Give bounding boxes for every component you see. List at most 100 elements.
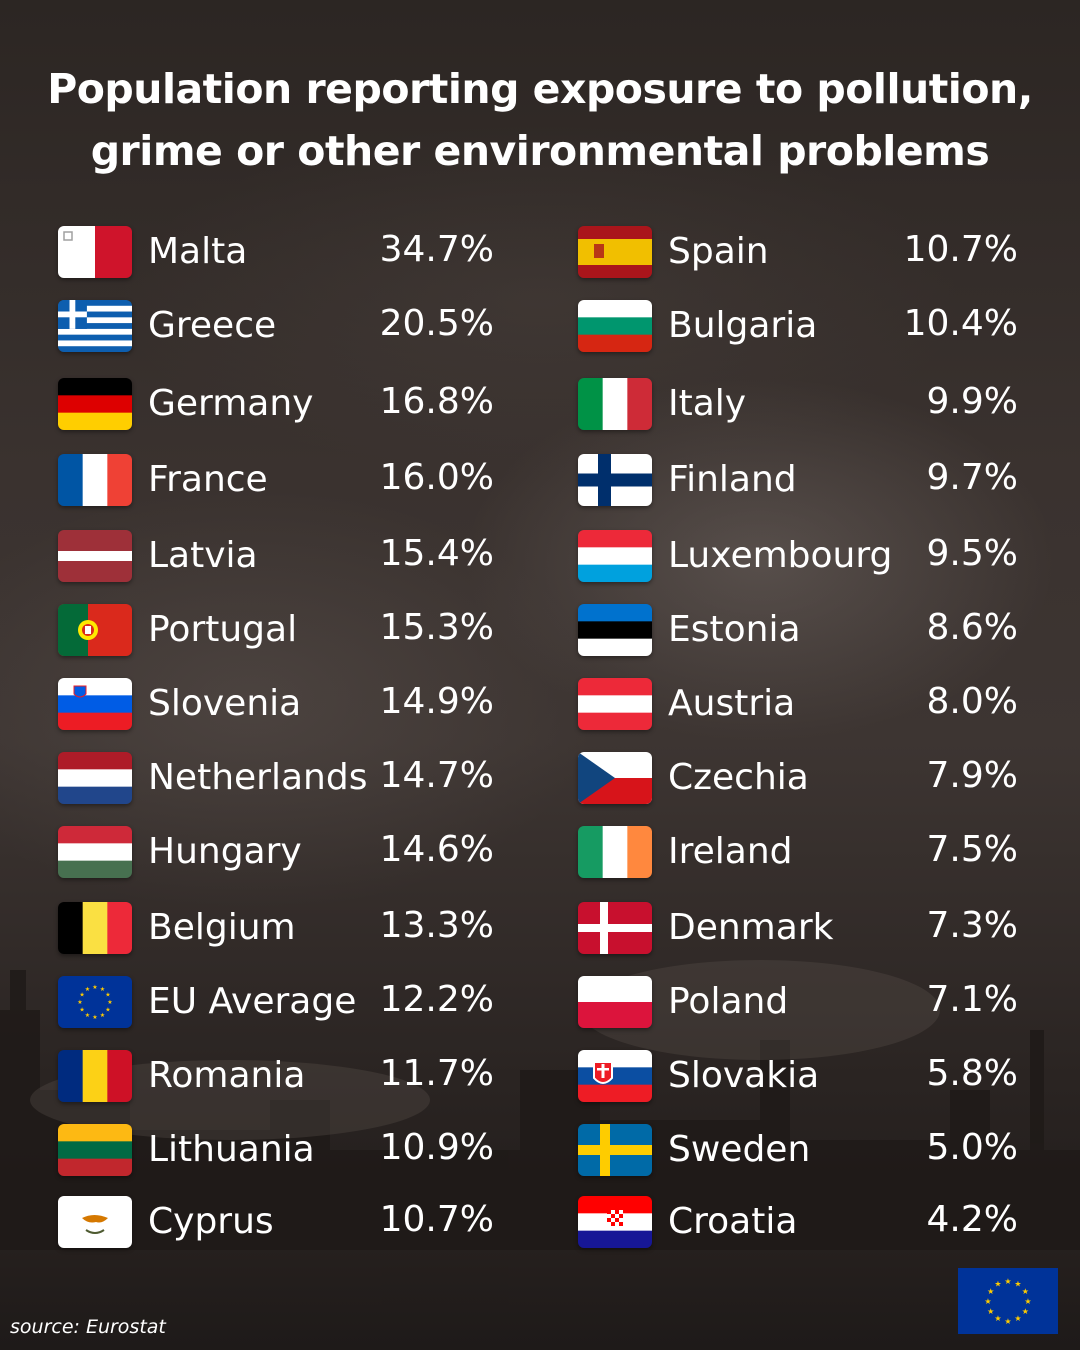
- country-label: Ireland: [668, 831, 793, 872]
- country-label: Estonia: [668, 609, 801, 650]
- country-label: France: [148, 459, 268, 500]
- svg-text:★: ★: [1022, 1287, 1029, 1296]
- eu-flag-icon: ★ ★ ★ ★ ★ ★ ★ ★ ★ ★ ★ ★: [958, 1268, 1058, 1334]
- country-label: Lithuania: [148, 1129, 315, 1170]
- data-row-czechia: Czechia 7.9%: [578, 748, 1048, 808]
- data-row-germany: Germany 16.8%: [58, 374, 528, 434]
- bulgaria-flag-icon: [578, 300, 652, 352]
- data-row-italy: Italy 9.9%: [578, 374, 1048, 434]
- value-label: 10.7%: [903, 229, 1018, 270]
- country-label: Finland: [668, 459, 797, 500]
- ireland-flag-icon: [578, 826, 652, 878]
- data-row-lithuania: Lithuania 10.9%: [58, 1120, 528, 1180]
- data-row-austria: Austria 8.0%: [578, 674, 1048, 734]
- value-label: 9.5%: [926, 533, 1018, 574]
- slovenia-flag-icon: [58, 678, 132, 730]
- svg-text:★: ★: [92, 1014, 97, 1021]
- finland-flag-icon: [578, 454, 652, 506]
- value-label: 14.9%: [379, 681, 494, 722]
- svg-text:★: ★: [994, 1279, 1001, 1288]
- value-label: 7.1%: [926, 979, 1018, 1020]
- data-row-portugal: Portugal 15.3%: [58, 600, 528, 660]
- data-row-latvia: Latvia 15.4%: [58, 526, 528, 586]
- cyprus-flag-icon: [58, 1196, 132, 1248]
- france-flag-icon: [58, 454, 132, 506]
- data-row-greece: Greece 20.5%: [58, 296, 528, 356]
- country-label: Belgium: [148, 907, 296, 948]
- greece-flag-icon: [58, 300, 132, 352]
- svg-text:★: ★: [79, 1007, 84, 1014]
- data-row-romania: Romania 11.7%: [58, 1046, 528, 1106]
- data-row-malta: Malta 34.7%: [58, 222, 528, 282]
- netherlands-flag-icon: [58, 752, 132, 804]
- value-label: 16.8%: [379, 381, 494, 422]
- svg-text:★: ★: [987, 1307, 994, 1316]
- portugal-flag-icon: [58, 604, 132, 656]
- svg-text:★: ★: [85, 986, 90, 993]
- country-label: EU Average: [148, 981, 357, 1022]
- data-row-slovakia: Slovakia 5.8%: [578, 1046, 1048, 1106]
- data-row-belgium: Belgium 13.3%: [58, 898, 528, 958]
- svg-text:★: ★: [105, 1007, 110, 1014]
- country-label: Netherlands: [148, 757, 368, 798]
- denmark-flag-icon: [578, 902, 652, 954]
- data-row-netherlands: Netherlands 14.7%: [58, 748, 528, 808]
- value-label: 15.4%: [379, 533, 494, 574]
- value-label: 9.9%: [926, 381, 1018, 422]
- country-label: Germany: [148, 383, 314, 424]
- value-label: 34.7%: [379, 229, 494, 270]
- country-label: Hungary: [148, 831, 302, 872]
- country-label: Slovakia: [668, 1055, 820, 1096]
- country-label: Romania: [148, 1055, 306, 1096]
- country-label: Malta: [148, 231, 248, 272]
- value-label: 15.3%: [379, 607, 494, 648]
- latvia-flag-icon: [58, 530, 132, 582]
- country-label: Austria: [668, 683, 796, 724]
- data-row-finland: Finland 9.7%: [578, 450, 1048, 510]
- svg-text:★: ★: [984, 1297, 991, 1306]
- data-row-slovenia: Slovenia 14.9%: [58, 674, 528, 734]
- data-row-denmark: Denmark 7.3%: [578, 898, 1048, 958]
- waterfront: [0, 1250, 1080, 1350]
- value-label: 14.6%: [379, 829, 494, 870]
- country-label: Cyprus: [148, 1201, 274, 1242]
- data-row-sweden: Sweden 5.0%: [578, 1120, 1048, 1180]
- data-row-cyprus: Cyprus 10.7%: [58, 1192, 528, 1252]
- spain-flag-icon: [578, 226, 652, 278]
- value-label: 13.3%: [379, 905, 494, 946]
- data-row-france: France 16.0%: [58, 450, 528, 510]
- country-label: Bulgaria: [668, 305, 818, 346]
- svg-text:★: ★: [1004, 1317, 1011, 1326]
- value-label: 7.9%: [926, 755, 1018, 796]
- value-label: 8.0%: [926, 681, 1018, 722]
- data-row-bulgaria: Bulgaria 10.4%: [578, 296, 1048, 356]
- value-label: 11.7%: [379, 1053, 494, 1094]
- svg-text:★: ★: [1022, 1307, 1029, 1316]
- svg-text:★: ★: [1024, 1297, 1031, 1306]
- country-label: Portugal: [148, 609, 298, 650]
- luxembourg-flag-icon: [578, 530, 652, 582]
- data-row-ireland: Ireland 7.5%: [578, 822, 1048, 882]
- value-label: 5.0%: [926, 1127, 1018, 1168]
- value-label: 7.5%: [926, 829, 1018, 870]
- country-label: Slovenia: [148, 683, 302, 724]
- croatia-flag-icon: [578, 1196, 652, 1248]
- malta-flag-icon: [58, 226, 132, 278]
- data-row-spain: Spain 10.7%: [578, 222, 1048, 282]
- svg-text:★: ★: [994, 1314, 1001, 1323]
- italy-flag-icon: [578, 378, 652, 430]
- svg-text:★: ★: [100, 1012, 105, 1019]
- slovakia-flag-icon: [578, 1050, 652, 1102]
- romania-flag-icon: [58, 1050, 132, 1102]
- svg-text:★: ★: [85, 1012, 90, 1019]
- czechia-flag-icon: [578, 752, 652, 804]
- hungary-flag-icon: [58, 826, 132, 878]
- value-label: 12.2%: [379, 979, 494, 1020]
- austria-flag-icon: [578, 678, 652, 730]
- data-row-estonia: Estonia 8.6%: [578, 600, 1048, 660]
- value-label: 5.8%: [926, 1053, 1018, 1094]
- data-row-eu: ★ ★ ★ ★ ★ ★ ★ ★ ★ ★ ★ ★ EU Average 12.2%: [58, 972, 528, 1032]
- value-label: 14.7%: [379, 755, 494, 796]
- svg-text:★: ★: [100, 986, 105, 993]
- country-label: Luxembourg: [668, 535, 893, 576]
